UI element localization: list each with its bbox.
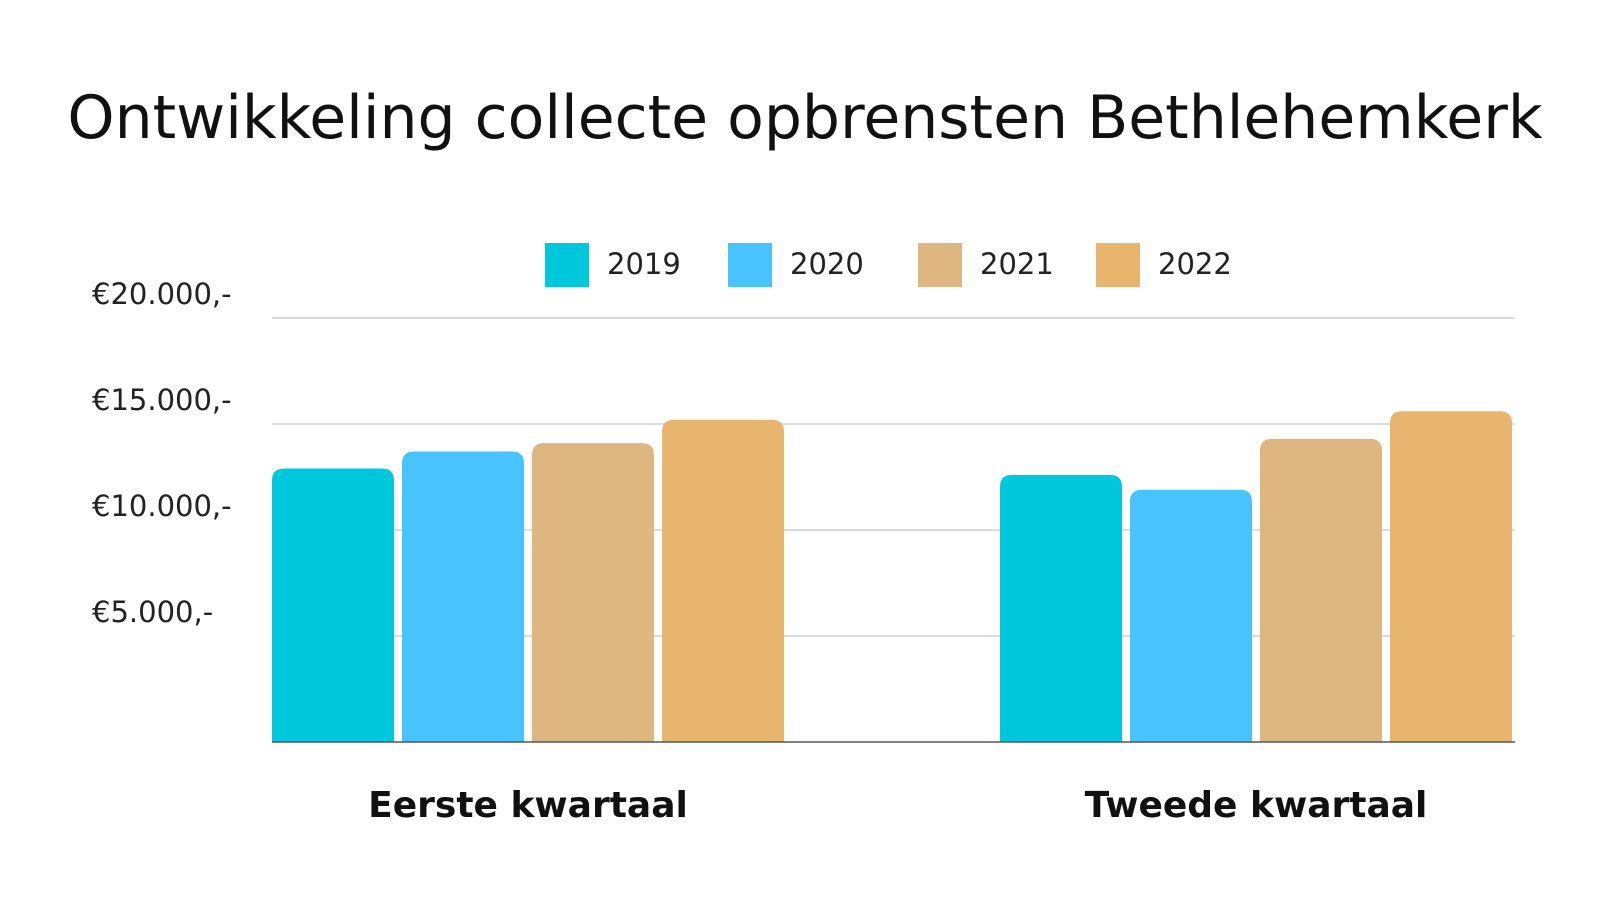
legend-swatch-2022 xyxy=(1096,243,1140,287)
bar-2022-2 xyxy=(1390,411,1512,742)
legend-label-2020: 2020 xyxy=(790,247,864,281)
legend-swatch-2019 xyxy=(545,243,589,287)
bar-2019-1 xyxy=(272,468,394,742)
legend-swatch-2021 xyxy=(918,243,962,287)
bar-2021-2 xyxy=(1260,438,1382,742)
legend: 2019 2020 2021 2022 xyxy=(545,243,1232,287)
y-axis: €5.000,- €10.000,- €15.000,- €20.000,- xyxy=(92,277,232,629)
chart-title: Ontwikkeling collecte opbrensten Bethleh… xyxy=(67,83,1543,153)
bar-2022-1 xyxy=(662,419,784,742)
y-tick-label-10000: €10.000,- xyxy=(92,489,232,523)
bar-2021-1 xyxy=(532,443,654,742)
bar-2020-1 xyxy=(402,451,524,742)
legend-label-2022: 2022 xyxy=(1158,247,1232,281)
bars xyxy=(272,411,1512,742)
y-tick-label-15000: €15.000,- xyxy=(92,383,232,417)
legend-swatch-2020 xyxy=(728,243,772,287)
x-tick-label-2: Tweede kwartaal xyxy=(1085,785,1428,826)
x-axis: Eerste kwartaal Tweede kwartaal xyxy=(368,785,1427,826)
y-tick-label-5000: €5.000,- xyxy=(92,595,213,629)
x-tick-label-1: Eerste kwartaal xyxy=(368,785,688,826)
bar-2019-2 xyxy=(1000,474,1122,742)
legend-label-2019: 2019 xyxy=(607,247,681,281)
y-tick-label-20000: €20.000,- xyxy=(92,277,232,311)
bar-2020-2 xyxy=(1130,489,1252,742)
legend-label-2021: 2021 xyxy=(980,247,1054,281)
